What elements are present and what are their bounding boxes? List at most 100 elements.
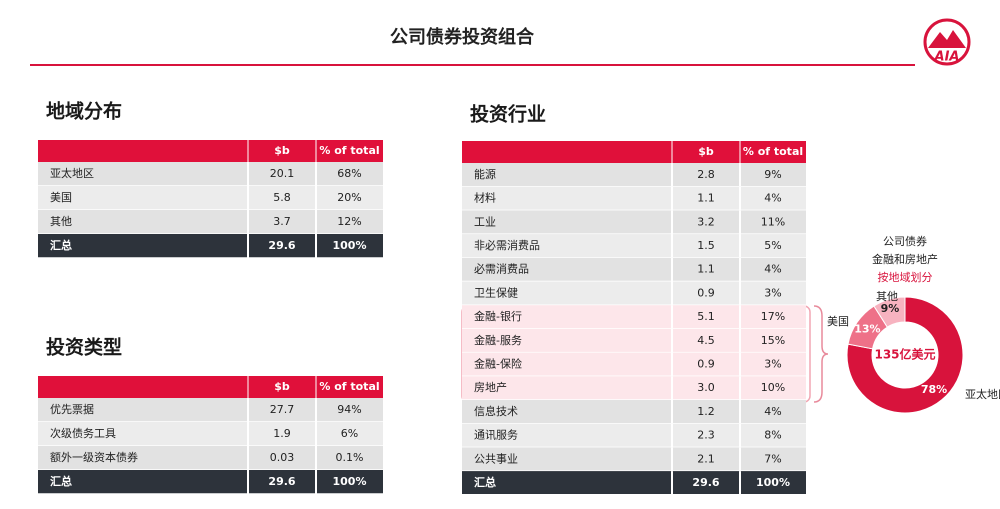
section-title: 地域分布 (46, 100, 122, 123)
slide-title: 公司债券投资组合 (390, 26, 535, 48)
table-row (462, 352, 806, 377)
logo: AIA (923, 18, 971, 66)
table-row (462, 447, 806, 472)
table-row (462, 400, 806, 424)
table-row (462, 234, 806, 258)
table-row (462, 186, 806, 211)
table-cell: 20% (337, 191, 361, 204)
category-label: 美国 (827, 315, 849, 328)
donut-segment (846, 296, 964, 414)
table-cell: 通讯服务 (474, 429, 518, 442)
donut-segment (873, 296, 906, 328)
table-row (38, 398, 383, 422)
category-label: 其他 (876, 290, 898, 303)
table-cell: 信息技术 (474, 404, 518, 418)
table-row (462, 328, 806, 353)
table-cell: 1.9 (273, 427, 291, 440)
table-row (38, 162, 383, 186)
table-cell: 12% (337, 215, 361, 228)
table-cell: 亚太地区 (50, 167, 94, 180)
section-title: 投资类型 (46, 336, 122, 359)
table-cell: 15% (761, 334, 785, 347)
table-row (462, 376, 806, 400)
table-cell: 5.1 (697, 310, 715, 323)
total-row (38, 470, 383, 494)
table-cell: 材料 (474, 191, 496, 205)
table-row (462, 423, 806, 448)
table-cell: 汇总 (50, 238, 72, 252)
table-cell: 0.1% (336, 451, 364, 464)
table-cell: 3% (764, 357, 781, 370)
table-cell: 8% (764, 429, 781, 442)
table-cell: 68% (337, 167, 361, 180)
header-row (38, 140, 383, 162)
table-cell: 3.2 (697, 215, 715, 228)
table-cell: 100% (333, 239, 367, 252)
column-header: % of total (319, 380, 379, 393)
section-title: 投资行业 (470, 103, 546, 126)
table-cell: 0.9 (697, 357, 715, 370)
table-cell: 29.6 (692, 476, 719, 489)
table-cell: 1.5 (697, 239, 715, 252)
table-cell: 非必需消费品 (474, 238, 540, 252)
category-label: 亚太地区 (965, 388, 1000, 401)
logo-text: AIA (934, 50, 960, 65)
table-cell: 金融-保险 (474, 356, 522, 370)
column-header: % of total (319, 144, 379, 157)
column-header: % of total (743, 145, 803, 158)
table-cell: 2.1 (697, 452, 715, 465)
value-label: 13% (854, 322, 880, 335)
table-cell: 3.7 (273, 215, 291, 228)
total-row (462, 471, 806, 495)
table-cell: 汇总 (50, 474, 72, 488)
table-cell: 1.2 (697, 405, 715, 418)
table-cell: 1.1 (697, 192, 715, 205)
table-row (462, 305, 806, 329)
table-row (462, 257, 806, 282)
donut-title: 按地域划分 (878, 270, 933, 284)
value-label: 9% (881, 302, 900, 315)
table-row (38, 422, 383, 446)
table-cell: 金融-银行 (474, 309, 522, 323)
table-cell: 次级债务工具 (50, 426, 116, 440)
table-row (462, 281, 806, 306)
table-row (38, 186, 383, 210)
table-cell: 汇总 (474, 475, 496, 489)
table-cell: 公共事业 (474, 452, 518, 465)
table-cell: 10% (761, 381, 785, 394)
value-label: 78% (921, 383, 947, 396)
logo-ring (923, 18, 971, 66)
table-cell: 5.8 (273, 191, 291, 204)
table-cell: 0.03 (270, 451, 295, 464)
table-cell: 美国 (50, 191, 72, 204)
table-cell: 11% (761, 215, 785, 228)
table-cell: 能源 (474, 167, 496, 181)
table-cell: 100% (756, 476, 790, 489)
table-cell: 优先票据 (50, 402, 94, 416)
table-cell: 卫生保健 (474, 285, 518, 299)
table-cell: 4% (764, 405, 781, 418)
table-cell: 3.0 (697, 381, 715, 394)
table-cell: 4% (764, 263, 781, 276)
table-row (462, 163, 806, 187)
table-cell: 27.7 (270, 403, 295, 416)
table-row (462, 210, 806, 235)
total-row (38, 234, 383, 258)
table-cell: 其他 (50, 215, 72, 228)
header-row (38, 376, 383, 398)
column-header: $b (698, 145, 714, 158)
table-cell: 5% (764, 239, 781, 252)
table-cell: 29.6 (268, 475, 295, 488)
table-cell: 7% (764, 452, 781, 465)
logo-mountain (928, 30, 966, 48)
table-row (38, 446, 383, 470)
table-cell: 94% (337, 403, 361, 416)
donut-title: 公司债券 (883, 234, 927, 248)
table-cell: 0.9 (697, 286, 715, 299)
table-cell: 4.5 (697, 334, 715, 347)
table-cell: 房地产 (474, 380, 507, 394)
table-cell: 20.1 (270, 167, 295, 180)
table-cell: 1.1 (697, 263, 715, 276)
table-row (38, 210, 383, 234)
